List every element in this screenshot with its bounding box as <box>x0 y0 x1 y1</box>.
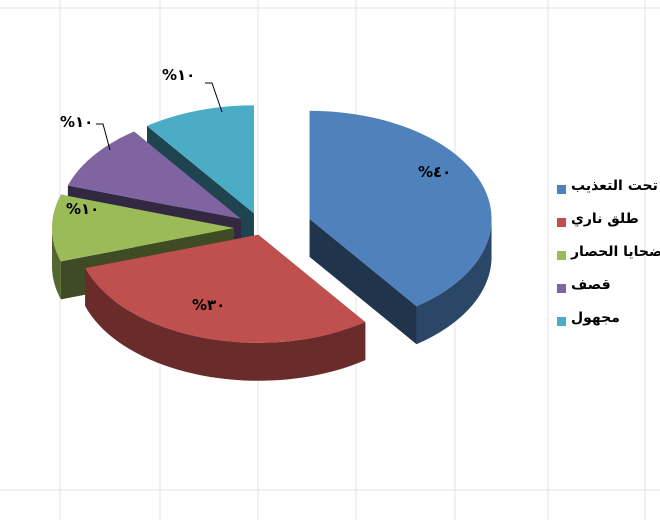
data-label-0: %٤٠ <box>418 163 452 181</box>
legend-swatch <box>557 284 566 293</box>
legend: تحت التعذيب طلق ناري ضحايا الحصار قصف مج… <box>555 178 660 343</box>
leader-line <box>205 82 223 113</box>
data-label-4: %١٠ <box>162 66 196 84</box>
data-label-2: %١٠ <box>66 200 100 218</box>
slice-top <box>85 234 366 343</box>
slice-side-face <box>309 218 417 345</box>
pie-slice-1 <box>85 234 366 381</box>
legend-swatch <box>557 317 566 326</box>
slice-top <box>146 105 254 214</box>
pie-slice-0 <box>309 110 492 345</box>
legend-swatch <box>557 251 566 260</box>
slice-top <box>67 131 241 219</box>
leader-line <box>96 123 111 151</box>
slice-outer-wall <box>52 228 61 300</box>
slice-top <box>309 110 492 307</box>
legend-item: تحت التعذيب <box>555 178 658 211</box>
legend-item: قصف <box>555 277 655 310</box>
legend-swatch <box>557 218 566 227</box>
slice-outer-wall <box>85 268 366 381</box>
data-label-1: %٣٠ <box>192 296 226 314</box>
slice-outer-wall <box>416 218 492 345</box>
legend-item: ضحايا الحصار <box>555 244 660 277</box>
legend-swatch <box>557 185 566 194</box>
legend-item: طلق ناري <box>555 211 655 244</box>
legend-item: مجهول <box>555 310 655 343</box>
slice-top <box>52 194 234 262</box>
data-label-3: %١٠ <box>60 113 94 131</box>
